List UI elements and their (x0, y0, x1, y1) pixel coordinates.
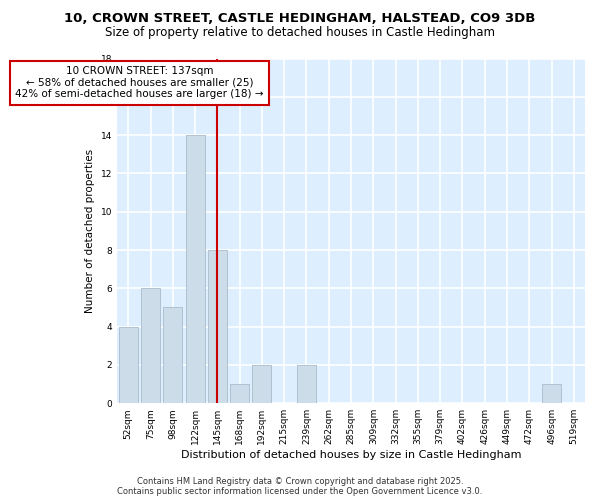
Text: 10, CROWN STREET, CASTLE HEDINGHAM, HALSTEAD, CO9 3DB: 10, CROWN STREET, CASTLE HEDINGHAM, HALS… (64, 12, 536, 26)
Bar (297, 365, 316, 403)
Bar (542, 384, 561, 403)
Y-axis label: Number of detached properties: Number of detached properties (85, 149, 95, 313)
Bar (230, 384, 249, 403)
Bar (119, 326, 138, 403)
Bar (208, 250, 227, 403)
X-axis label: Distribution of detached houses by size in Castle Hedingham: Distribution of detached houses by size … (181, 450, 521, 460)
Bar (185, 135, 205, 403)
Text: Contains HM Land Registry data © Crown copyright and database right 2025.
Contai: Contains HM Land Registry data © Crown c… (118, 476, 482, 496)
Bar (141, 288, 160, 403)
Bar (253, 365, 271, 403)
Bar (163, 308, 182, 403)
Text: 10 CROWN STREET: 137sqm
← 58% of detached houses are smaller (25)
42% of semi-de: 10 CROWN STREET: 137sqm ← 58% of detache… (15, 66, 263, 100)
Text: Size of property relative to detached houses in Castle Hedingham: Size of property relative to detached ho… (105, 26, 495, 39)
